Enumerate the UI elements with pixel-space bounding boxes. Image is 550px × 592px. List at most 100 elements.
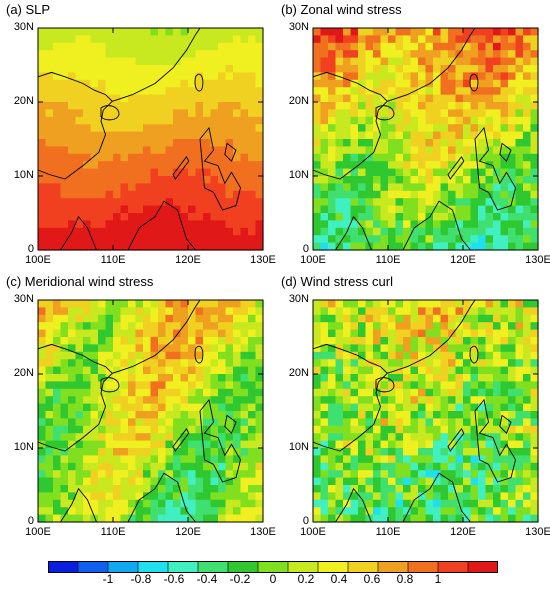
- heatmap-cell: [455, 507, 464, 516]
- heatmap-cell: [240, 72, 249, 81]
- heatmap-cell: [410, 213, 419, 221]
- heatmap-cell: [343, 374, 352, 382]
- heatmap-cell: [113, 87, 122, 96]
- heatmap-cell: [150, 374, 159, 382]
- heatmap-cell: [508, 440, 517, 449]
- heatmap-cell: [470, 396, 479, 405]
- heatmap-cell: [203, 131, 212, 140]
- heatmap-cell: [440, 381, 449, 390]
- heatmap-cell: [158, 477, 167, 486]
- heatmap-cell: [233, 403, 242, 412]
- heatmap-cell: [233, 322, 242, 331]
- heatmap-cell: [158, 227, 167, 236]
- heatmap-cell: [403, 411, 412, 419]
- heatmap-cell: [313, 374, 322, 382]
- heatmap-cell: [105, 307, 114, 316]
- heatmap-cell: [380, 50, 389, 59]
- heatmap-cell: [365, 411, 374, 419]
- heatmap-cell: [120, 381, 129, 390]
- heatmap-cell: [53, 492, 62, 501]
- heatmap-cell: [45, 470, 54, 479]
- heatmap-cell: [143, 94, 152, 103]
- heatmap-cell: [120, 329, 129, 338]
- heatmap-cell: [135, 514, 144, 523]
- heatmap-cell: [233, 168, 242, 177]
- heatmap-cell: [38, 418, 47, 427]
- heatmap-cell: [395, 227, 404, 236]
- heatmap-cell: [225, 102, 234, 110]
- heatmap-cell: [158, 198, 167, 207]
- heatmap-cell: [60, 102, 69, 110]
- heatmap-cell: [313, 65, 322, 73]
- heatmap-cell: [388, 94, 397, 103]
- heatmap-cell: [433, 477, 442, 486]
- heatmap-cell: [358, 109, 367, 118]
- heatmap-cell: [425, 65, 434, 73]
- heatmap-cell: [410, 50, 419, 59]
- heatmap-cell: [493, 72, 502, 81]
- heatmap-cell: [45, 131, 54, 140]
- coastline: [127, 472, 196, 523]
- heatmap-cell: [358, 153, 367, 162]
- heatmap-cell: [470, 153, 479, 162]
- heatmap-cell: [173, 359, 182, 368]
- heatmap-cell: [365, 477, 374, 486]
- heatmap-cell: [508, 94, 517, 103]
- heatmap-cell: [225, 411, 234, 419]
- heatmap-cell: [218, 235, 227, 244]
- coastline-layer: [312, 27, 516, 251]
- heatmap-cell: [98, 102, 107, 110]
- heatmap-cell: [440, 146, 449, 155]
- heatmap-cell: [83, 499, 92, 508]
- heatmap-cell: [105, 65, 114, 73]
- heatmap-cell: [455, 131, 464, 140]
- heatmap-cell: [433, 381, 442, 390]
- heatmap-cell: [493, 94, 502, 103]
- heatmap-cell: [508, 50, 517, 59]
- heatmap-cell: [225, 300, 234, 308]
- heatmap-cell: [135, 381, 144, 390]
- heatmap-cell: [523, 329, 532, 338]
- heatmap-cell: [425, 396, 434, 405]
- heatmap-cell: [60, 300, 69, 308]
- heatmap-cell: [410, 131, 419, 140]
- heatmap-cell: [320, 396, 329, 405]
- heatmap-cell: [195, 374, 204, 382]
- heatmap-cell: [328, 57, 337, 66]
- heatmap-cell: [328, 337, 337, 345]
- x-tick-label: 100E: [25, 254, 51, 266]
- heatmap-cell: [440, 337, 449, 345]
- heatmap-cell: [388, 72, 397, 81]
- heatmap-cell: [380, 161, 389, 170]
- heatmap-cell: [233, 433, 242, 442]
- heatmap-cell: [328, 388, 337, 397]
- heatmap-cell: [515, 42, 524, 51]
- heatmap-cell: [508, 418, 517, 427]
- heatmap-cell: [195, 213, 204, 221]
- heatmap-cell: [350, 366, 359, 375]
- heatmap-cell: [233, 57, 242, 66]
- y-tick-label: 30N: [13, 21, 34, 33]
- heatmap-cell: [500, 153, 509, 162]
- heatmap-cell: [343, 322, 352, 331]
- heatmap-cell: [255, 374, 264, 382]
- heatmap-cell: [395, 139, 404, 147]
- heatmap-cell: [218, 470, 227, 479]
- heatmap-cell: [485, 403, 494, 412]
- heatmap-cell: [240, 351, 249, 360]
- heatmap-cell: [173, 388, 182, 397]
- heatmap-cell: [188, 329, 197, 338]
- heatmap-cell: [410, 344, 419, 353]
- heatmap-cell: [188, 499, 197, 508]
- heatmap-cell: [410, 65, 419, 73]
- heatmap-cell: [313, 440, 322, 449]
- heatmap-cell: [530, 411, 539, 419]
- heatmap-cell: [158, 124, 167, 133]
- heatmap-cell: [410, 507, 419, 516]
- heatmap-cell: [113, 220, 122, 229]
- heatmap-cell: [45, 396, 54, 405]
- colorbar-swatch: [408, 561, 439, 573]
- heatmap-cell: [425, 42, 434, 51]
- heatmap-cell: [403, 337, 412, 345]
- heatmap-cell: [180, 433, 189, 442]
